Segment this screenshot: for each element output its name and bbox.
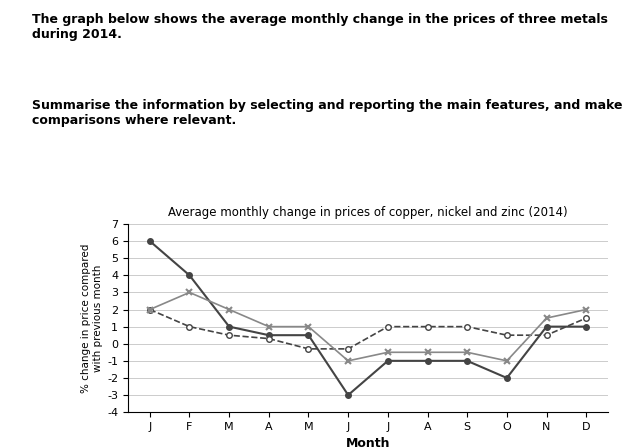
Nickel <box>265 332 273 338</box>
Zinc <box>503 358 511 363</box>
Copper <box>582 315 590 321</box>
Copper <box>344 346 352 352</box>
Nickel <box>582 324 590 329</box>
Y-axis label: % change in price compared
with previous month: % change in price compared with previous… <box>81 243 103 393</box>
Copper <box>424 324 431 329</box>
Nickel <box>225 324 233 329</box>
Nickel <box>424 358 431 363</box>
Nickel <box>384 358 392 363</box>
Zinc <box>463 349 471 355</box>
Copper <box>186 324 193 329</box>
Nickel <box>503 375 511 381</box>
Zinc <box>305 324 312 329</box>
Nickel <box>305 332 312 338</box>
Copper <box>265 336 273 341</box>
Title: Average monthly change in prices of copper, nickel and zinc (2014): Average monthly change in prices of copp… <box>168 206 568 219</box>
Text: Summarise the information by selecting and reporting the main features, and make: Summarise the information by selecting a… <box>32 99 623 126</box>
Copper <box>305 346 312 352</box>
Line: Zinc: Zinc <box>147 289 589 364</box>
Zinc <box>186 290 193 295</box>
Copper <box>543 332 550 338</box>
Copper <box>384 324 392 329</box>
Nickel <box>463 358 471 363</box>
Zinc <box>146 307 154 312</box>
Copper <box>225 332 233 338</box>
Copper <box>146 307 154 312</box>
Zinc <box>265 324 273 329</box>
Zinc <box>225 307 233 312</box>
Zinc <box>543 315 550 321</box>
Text: The graph below shows the average monthly change in the prices of three metals
d: The graph below shows the average monthl… <box>32 13 608 41</box>
Nickel <box>344 392 352 398</box>
Zinc <box>424 349 431 355</box>
Line: Copper: Copper <box>147 307 589 352</box>
Line: Nickel: Nickel <box>147 238 589 398</box>
Zinc <box>344 358 352 363</box>
X-axis label: Month: Month <box>346 437 390 448</box>
Nickel <box>543 324 550 329</box>
Copper <box>463 324 471 329</box>
Nickel <box>186 273 193 278</box>
Zinc <box>582 307 590 312</box>
Nickel <box>146 238 154 244</box>
Copper <box>503 332 511 338</box>
Zinc <box>384 349 392 355</box>
